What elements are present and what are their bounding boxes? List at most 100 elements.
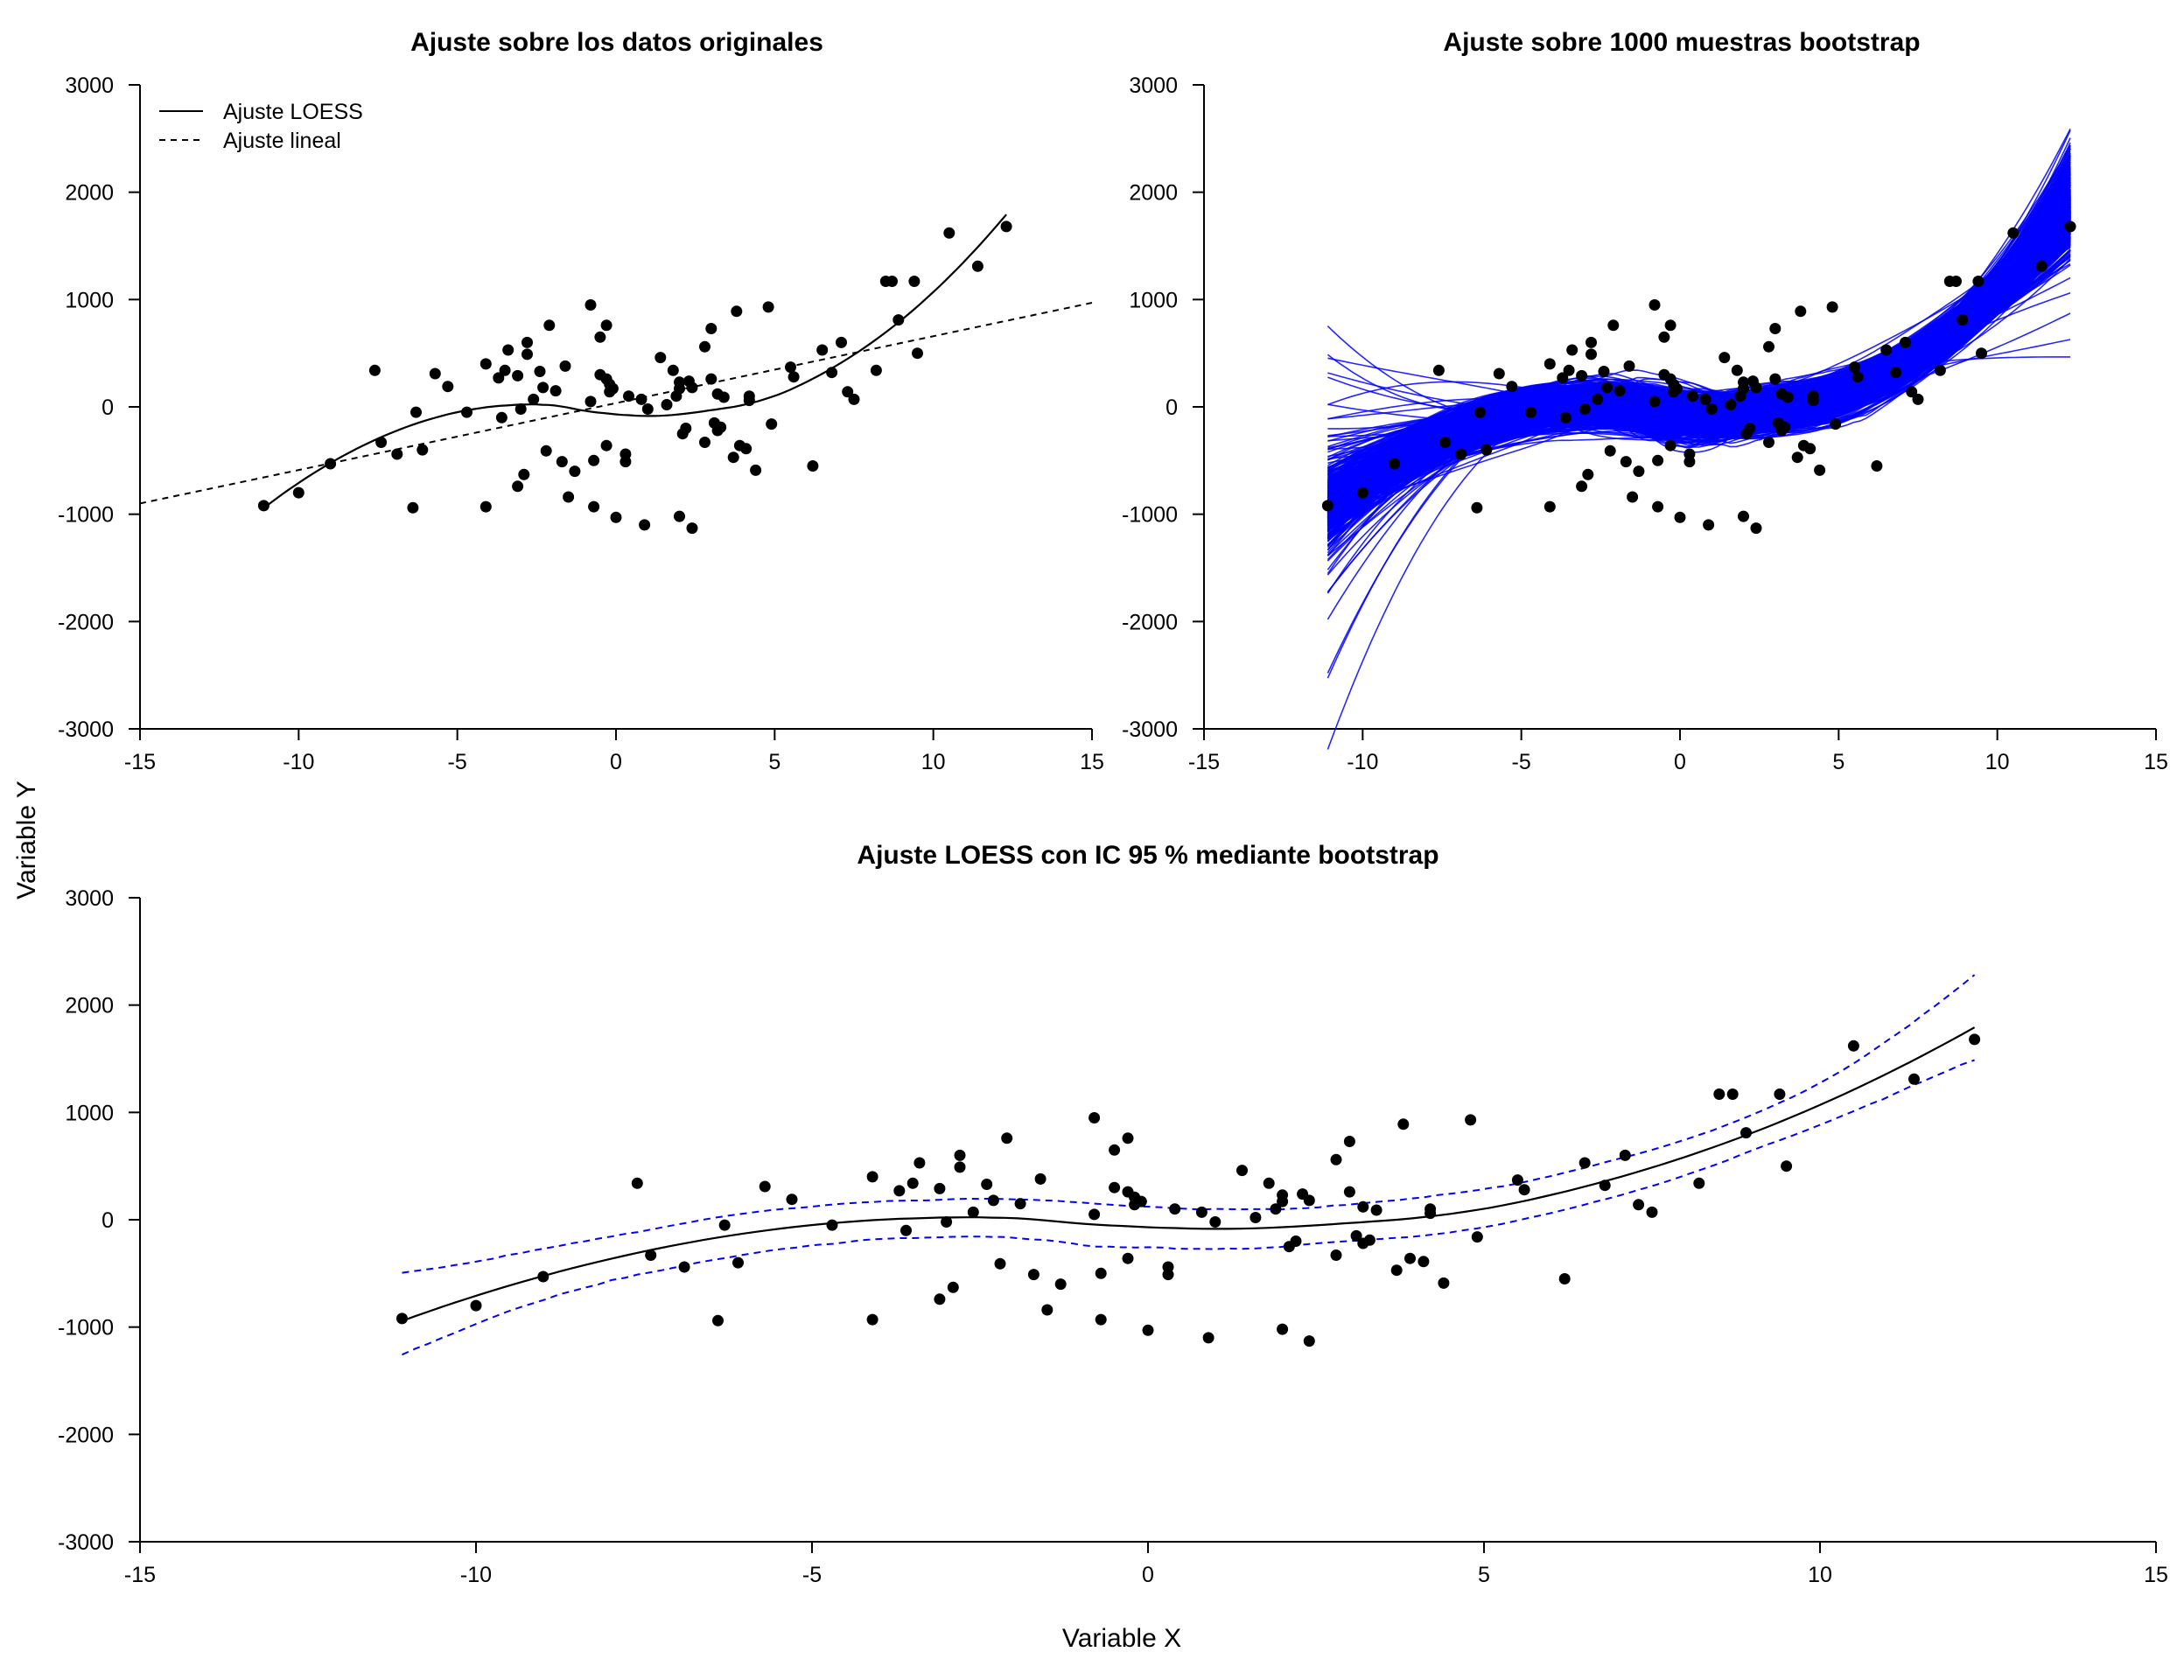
data-point <box>1001 1132 1013 1144</box>
y-tick-label: 0 <box>1166 396 1178 420</box>
x-tick-label: 5 <box>1478 1563 1490 1587</box>
data-point <box>766 418 778 430</box>
data-point <box>1769 373 1782 385</box>
data-point <box>1713 1088 1726 1100</box>
data-point <box>1648 396 1661 408</box>
data-point <box>686 382 698 394</box>
data-point <box>1900 336 1911 348</box>
data-point <box>987 1194 999 1207</box>
linear-fit-line <box>139 302 1093 505</box>
data-point <box>661 399 673 410</box>
y-tick-label: 1000 <box>65 288 114 312</box>
data-point <box>499 364 511 376</box>
data-point <box>1356 486 1368 499</box>
data-point <box>816 344 829 356</box>
data-point <box>1370 1204 1382 1216</box>
data-point <box>1781 1160 1793 1172</box>
data-point <box>1614 385 1626 397</box>
data-point <box>1122 1132 1134 1144</box>
axes: -3000 -2000 -1000 0 1000 2000 3000 -15 -10 -5 0 5 10… <box>1122 74 2168 774</box>
data-point <box>934 1182 946 1194</box>
data-point <box>1852 371 1864 383</box>
data-point <box>1303 1335 1315 1348</box>
data-point <box>699 340 710 353</box>
data-point <box>1750 382 1762 394</box>
y-tick-label: 3000 <box>1129 74 1178 98</box>
x-tick-label: 15 <box>2144 750 2168 774</box>
x-tick-label: 5 <box>768 750 780 774</box>
data-point <box>1849 361 1860 374</box>
data-point <box>1830 418 1842 430</box>
data-point <box>442 381 454 393</box>
data-point <box>1934 364 1946 376</box>
y-tick-label: -2000 <box>1122 610 1178 634</box>
x-tick-label: 10 <box>1985 750 2010 774</box>
data-point <box>1750 522 1762 535</box>
data-point <box>912 347 923 360</box>
data-point <box>908 276 920 287</box>
data-point <box>1693 1177 1705 1189</box>
data-point <box>1559 411 1572 424</box>
data-point <box>588 500 600 513</box>
data-point <box>1599 1180 1611 1192</box>
data-point <box>892 314 905 326</box>
data-point <box>1471 1231 1483 1243</box>
data-point <box>1027 1269 1040 1281</box>
data-point <box>528 393 540 405</box>
data-point <box>1598 366 1610 377</box>
data-point <box>1544 358 1556 370</box>
data-point <box>1703 519 1715 531</box>
data-point <box>1972 276 1984 287</box>
data-point <box>1619 1149 1631 1161</box>
x-tick-label: 5 <box>1832 750 1844 774</box>
data-point <box>1674 511 1686 523</box>
data-point <box>2064 220 2076 233</box>
x-tick-label: -15 <box>1188 750 1220 774</box>
data-point <box>1633 1199 1645 1211</box>
data-point <box>674 510 685 522</box>
data-point <box>569 466 581 478</box>
data-point <box>1195 1206 1208 1218</box>
data-point <box>645 1250 657 1261</box>
data-point <box>1418 1256 1430 1268</box>
data-point <box>1620 456 1632 468</box>
data-point <box>1088 1112 1101 1124</box>
y-tick-label: -3000 <box>1122 718 1178 742</box>
data-point <box>1578 1157 1591 1169</box>
x-tick-label: 10 <box>921 750 946 774</box>
data-point <box>1740 1127 1752 1139</box>
data-point <box>1804 443 1816 455</box>
y-tick-label: 2000 <box>1129 181 1178 206</box>
data-point <box>1290 1236 1302 1247</box>
data-point <box>1814 464 1826 476</box>
data-point <box>1493 368 1505 380</box>
data-point <box>1664 439 1676 452</box>
data-point <box>1095 1267 1107 1279</box>
data-point <box>391 448 403 460</box>
data-point <box>1525 406 1536 418</box>
data-point <box>1014 1198 1026 1210</box>
data-point <box>1652 454 1664 466</box>
data-point <box>1041 1304 1054 1316</box>
data-point <box>584 396 597 408</box>
data-point <box>2035 260 2048 272</box>
y-tick-label: 0 <box>102 396 114 420</box>
data-point <box>727 452 739 464</box>
data-point <box>1544 500 1556 513</box>
data-point <box>1586 336 1597 348</box>
data-point <box>934 1293 946 1306</box>
data-point <box>807 460 819 472</box>
x-tick-label: 15 <box>2144 1563 2168 1587</box>
data-point <box>610 511 622 523</box>
x-tick-label: -15 <box>124 1563 156 1587</box>
data-point <box>502 344 514 356</box>
x-tick-label: -5 <box>448 750 467 774</box>
data-point <box>1774 1088 1786 1100</box>
data-point <box>1670 382 1683 395</box>
x-tick-label: 0 <box>1142 1563 1154 1587</box>
data-point <box>1633 466 1645 478</box>
axes: -3000 -2000 -1000 0 1000 2000 3000 -15 -10 -5 0 5 10… <box>58 74 1104 774</box>
data-point <box>1389 458 1401 470</box>
data-point <box>1000 220 1012 233</box>
